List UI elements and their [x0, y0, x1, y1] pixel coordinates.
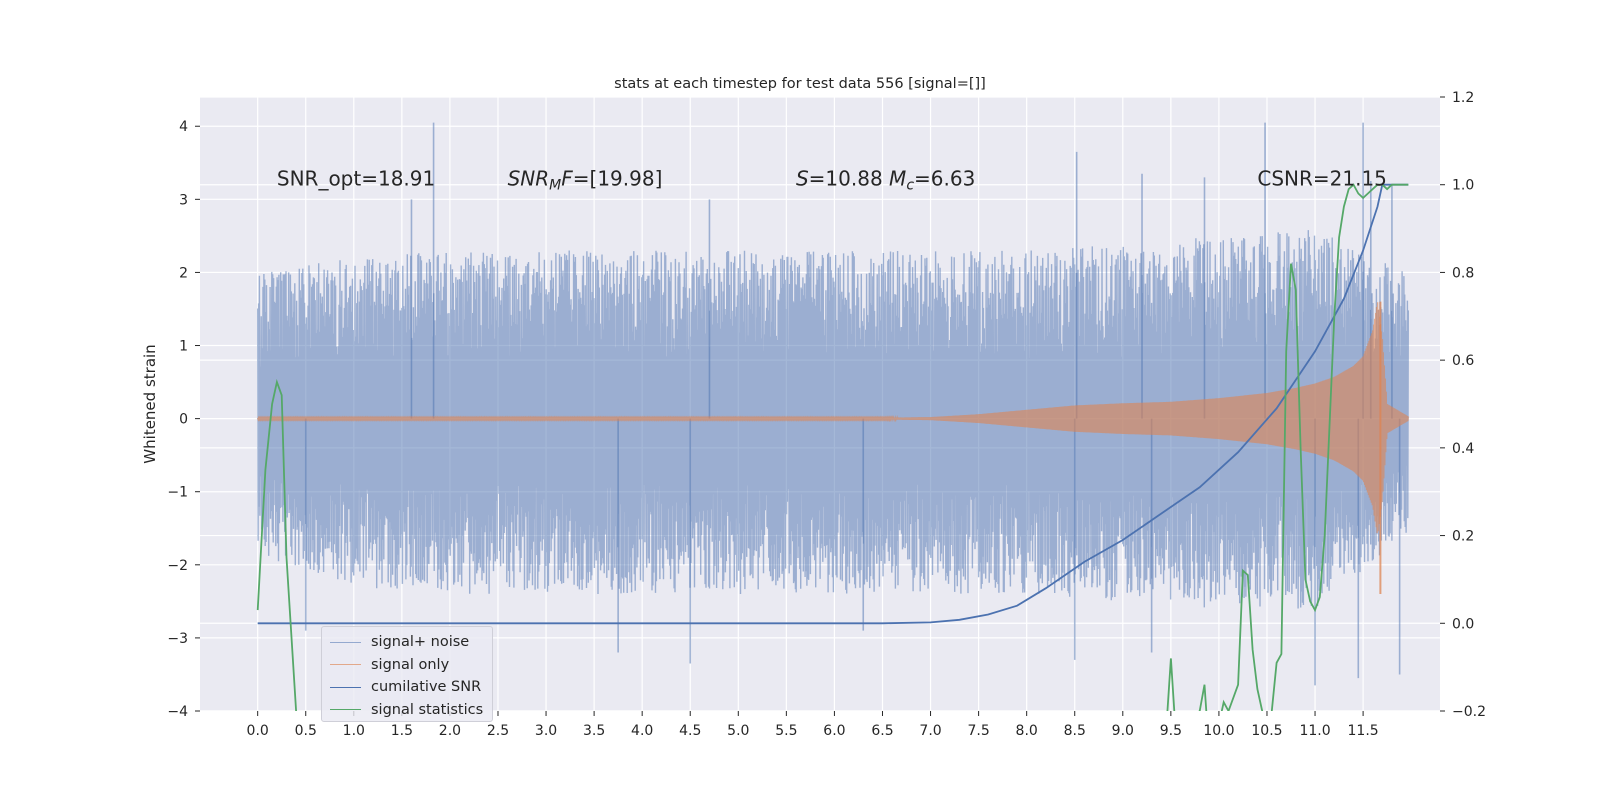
y2-axis-ticks: −0.2 0.0 0.2 0.4 0.6 0.8 1.0 1.2	[1440, 90, 1486, 720]
x-tick-label: 7.5	[967, 723, 989, 739]
legend-label: signal only	[371, 656, 450, 673]
legend-item-signal-statistics: signal statistics	[328, 699, 486, 722]
legend-label: signal+ noise	[371, 634, 470, 651]
y-tick-label: −3	[167, 631, 188, 647]
y2-tick-label: 0.4	[1452, 441, 1474, 457]
x-tick-label: 4.0	[631, 723, 653, 739]
legend-swatch	[330, 686, 361, 688]
y-tick-label: 4	[179, 119, 188, 135]
y2-tick-label: 0.6	[1452, 353, 1474, 369]
y2-tick-label: 0.0	[1452, 616, 1474, 632]
x-tick-label: 1.0	[343, 723, 365, 739]
annotation-snr-mf: SNRMF=[19.98]	[508, 166, 663, 193]
x-tick-label: 9.5	[1160, 723, 1182, 739]
x-tick-label: 11.0	[1299, 723, 1330, 739]
y2-tick-label: −0.2	[1452, 704, 1486, 720]
legend-swatch	[330, 664, 361, 666]
y-tick-label: 0	[179, 412, 188, 428]
x-tick-label: 11.5	[1348, 723, 1379, 739]
x-tick-label: 5.5	[775, 723, 797, 739]
y-axis-label: Whitened strain	[141, 344, 159, 463]
signal-only-line	[257, 302, 1409, 534]
x-tick-label: 3.0	[535, 723, 557, 739]
x-tick-label: 6.5	[871, 723, 893, 739]
x-tick-label: 5.0	[727, 723, 749, 739]
legend: signal+ noise signal only cumilative SNR…	[321, 626, 493, 722]
x-tick-label: 4.5	[679, 723, 701, 739]
signal-noise-line	[257, 230, 1409, 609]
chart-title: stats at each timestep for test data 556…	[614, 76, 986, 92]
y-tick-label: 1	[179, 339, 188, 355]
series-layer	[256, 122, 1409, 711]
annotation-csnr: CSNR=21.15	[1257, 166, 1387, 190]
y-tick-label: −4	[167, 704, 188, 720]
annotation-snr-opt: SNR_opt=18.91	[277, 166, 435, 190]
legend-item-signal-noise: signal+ noise	[328, 631, 486, 654]
y2-tick-label: 0.8	[1452, 265, 1474, 281]
x-tick-label: 9.0	[1112, 723, 1134, 739]
signal-statistics-line	[256, 183, 1409, 711]
legend-swatch	[330, 709, 361, 711]
x-axis-ticks: 0.0 0.5 1.0 1.5 2.0 2.5 3.0 3.5 4.0 4.5 5.0 5.5 6.0 6…	[247, 711, 1379, 739]
x-tick-label: 2.0	[439, 723, 461, 739]
x-tick-label: 3.5	[583, 723, 605, 739]
annotation-s-mc: S=10.88 Mc=6.63	[796, 166, 975, 193]
x-tick-label: 1.5	[391, 723, 413, 739]
y-tick-label: −2	[167, 558, 188, 574]
y-tick-label: 3	[179, 192, 188, 208]
y-tick-label: −1	[167, 485, 188, 501]
legend-item-signal-only: signal only	[328, 654, 486, 677]
x-tick-label: 10.0	[1203, 723, 1234, 739]
x-tick-label: 0.5	[295, 723, 317, 739]
x-tick-label: 6.0	[823, 723, 845, 739]
y2-tick-label: 1.0	[1452, 178, 1474, 194]
y-axis-ticks: −4 −3 −2 −1 0 1 2 3 4	[167, 119, 200, 720]
legend-item-cumulative-snr: cumilative SNR	[328, 676, 486, 699]
x-tick-label: 8.0	[1016, 723, 1038, 739]
x-tick-label: 8.5	[1064, 723, 1086, 739]
legend-swatch	[330, 641, 361, 643]
y2-tick-label: 1.2	[1452, 90, 1474, 106]
x-tick-label: 2.5	[487, 723, 509, 739]
annotations: SNR_opt=18.91 SNRMF=[19.98] S=10.88 Mc=6.6…	[277, 166, 1387, 193]
legend-label: signal statistics	[371, 701, 484, 718]
x-tick-label: 7.0	[919, 723, 941, 739]
y-tick-label: 2	[179, 265, 188, 281]
legend-label: cumilative SNR	[371, 679, 482, 696]
cumulative-snr-line	[257, 183, 1409, 625]
x-tick-label: 0.0	[247, 723, 269, 739]
x-tick-label: 10.5	[1251, 723, 1282, 739]
y2-tick-label: 0.2	[1452, 529, 1474, 545]
